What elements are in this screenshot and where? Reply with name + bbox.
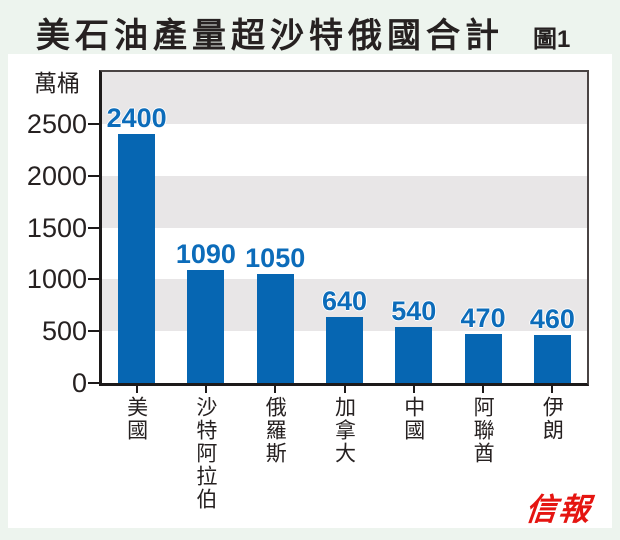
y-tick-mark bbox=[88, 382, 99, 384]
y-tick-mark bbox=[88, 278, 99, 281]
publisher-logo: 信報 bbox=[523, 492, 594, 528]
bar-俄羅斯 bbox=[256, 274, 294, 383]
x-category-label: 伊朗 bbox=[540, 396, 564, 442]
x-tick-mark bbox=[274, 386, 277, 393]
bar-加拿大 bbox=[326, 316, 363, 383]
x-category-label: 加拿大 bbox=[332, 396, 356, 465]
grid-band bbox=[102, 175, 587, 228]
x-tick-mark bbox=[204, 386, 207, 393]
bar-伊朗 bbox=[533, 335, 571, 383]
x-category-label: 沙特阿拉伯 bbox=[193, 396, 217, 511]
chart-panel: 萬桶 2400 1090 1050 640 540 470 460 0 500 1000 1500… bbox=[8, 54, 612, 528]
y-tick-mark bbox=[88, 174, 99, 177]
y-tick-label: 0 bbox=[71, 368, 87, 398]
bar-美國 bbox=[118, 134, 156, 383]
y-axis-unit-label: 萬桶 bbox=[34, 70, 80, 96]
y-tick-label: 2500 bbox=[26, 108, 87, 139]
bar-阿聯酋 bbox=[464, 334, 502, 383]
bar-value-label: 470 bbox=[460, 303, 506, 334]
x-tick-mark bbox=[551, 386, 554, 393]
y-tick-label: 2000 bbox=[26, 160, 87, 191]
grid-band bbox=[102, 227, 587, 280]
y-tick-label: 500 bbox=[41, 316, 87, 347]
x-tick-mark bbox=[412, 386, 415, 393]
x-tick-mark bbox=[482, 386, 485, 393]
x-category-label: 俄羅斯 bbox=[263, 396, 287, 465]
y-tick-label: 1500 bbox=[26, 212, 87, 243]
bar-value-label: 640 bbox=[321, 285, 368, 316]
bar-value-label: 2400 bbox=[106, 103, 167, 134]
bar-value-label: 540 bbox=[391, 296, 437, 327]
x-category-label: 美國 bbox=[124, 396, 148, 442]
y-tick-mark bbox=[88, 226, 99, 229]
bar-value-label: 1050 bbox=[245, 243, 306, 274]
grid-band bbox=[102, 123, 587, 176]
x-category-label: 中國 bbox=[401, 396, 425, 442]
figure-number-label: 圖1 bbox=[533, 26, 571, 53]
plot-area: 2400 1090 1050 640 540 470 460 bbox=[99, 70, 589, 386]
x-category-label: 阿聯酋 bbox=[471, 396, 495, 465]
y-tick-label: 1000 bbox=[26, 264, 87, 295]
grid-band bbox=[102, 72, 587, 124]
y-tick-mark bbox=[88, 122, 99, 125]
bar-沙特阿拉伯 bbox=[187, 270, 225, 383]
y-tick-mark bbox=[88, 330, 99, 333]
chart-title: 美石油產量超沙特俄國合計 bbox=[36, 17, 504, 55]
bar-中國 bbox=[395, 327, 433, 383]
x-tick-mark bbox=[135, 386, 138, 393]
bar-value-label: 460 bbox=[529, 304, 575, 335]
bar-value-label: 1090 bbox=[175, 239, 236, 270]
x-tick-mark bbox=[343, 386, 346, 393]
